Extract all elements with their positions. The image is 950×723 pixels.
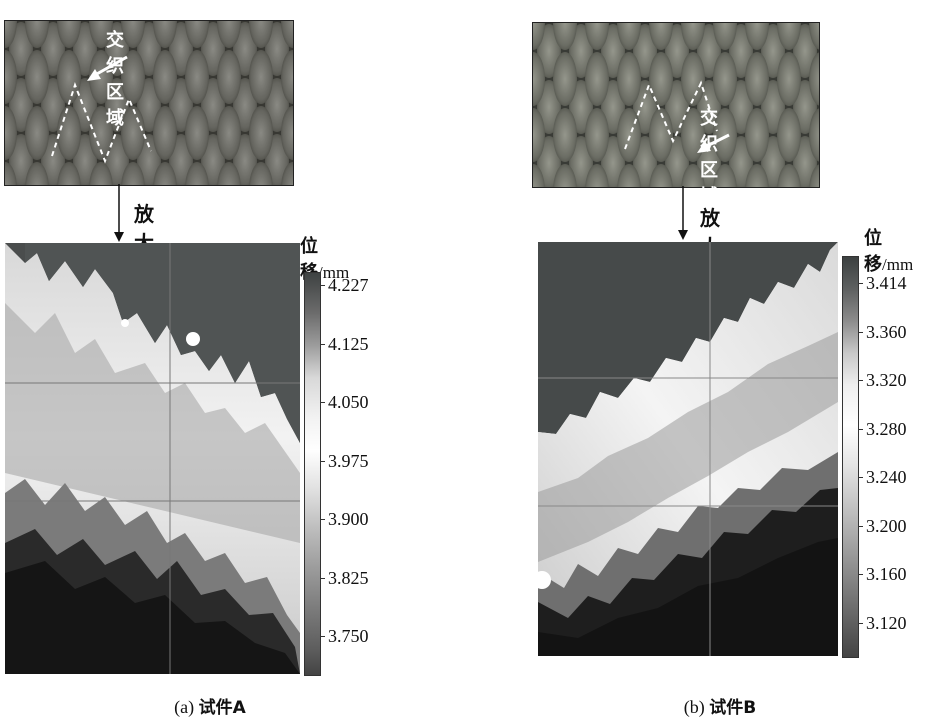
colorbar-tick-label: 3.414 [866,273,907,293]
colorbar-tick-label: 3.750 [328,626,369,646]
colorbar-tick-mark [320,402,325,403]
colorbar-tick-mark [858,331,863,333]
colorbar-tick-mark [320,519,325,520]
colorbar-title-b: 位移/mm [864,224,913,276]
displacement-map-b [538,242,838,656]
colorbar-tick-mark [858,525,863,527]
colorbar-tick-mark [858,574,863,575]
colorbar-tick-label: 3.360 [866,321,907,342]
colorbar-a [304,272,321,676]
zoom-arrow-b [678,186,688,240]
colorbar-title-text-b: 位移 [864,228,882,275]
colorbar-tick-mark [858,622,863,624]
colorbar-tick-label: 3.825 [328,567,369,588]
colorbar-tick-mark [858,428,863,430]
caption-b: (b) 试件B [630,693,810,718]
colorbar-tick-label: 3.975 [328,450,369,471]
colorbar-tick-mark [858,477,863,478]
colorbar-tick-label: 3.320 [866,370,907,390]
caption-text-a: 试件A [198,698,246,718]
colorbar-tick-label: 3.160 [866,564,907,584]
colorbar-tick-label: 3.900 [328,509,369,529]
displacement-map-a [5,243,300,674]
colorbar-tick-mark [858,380,863,381]
fabric-photo-a [4,20,294,186]
colorbar-tick-label: 4.050 [328,392,369,412]
colorbar-unit-a: /mm [318,263,350,282]
colorbar-tick-label: 4.125 [328,333,369,354]
colorbar-tick-label: 3.240 [866,467,907,487]
interweave-region-label-a: 交织区域 [106,30,125,129]
colorbar-b [842,256,859,658]
fabric-photo-b [532,22,820,188]
colorbar-tick-label: 4.227 [328,275,369,295]
colorbar-tick-mark [320,460,325,462]
colorbar-tick-mark [320,636,325,637]
interweave-region-label-b: 交织区域 [700,108,719,207]
colorbar-tick-label: 3.280 [866,418,907,439]
zoom-arrow-a [114,184,124,242]
caption-prefix-a: (a) [174,697,199,717]
caption-prefix-b: (b) [683,697,710,717]
colorbar-tick-label: 3.120 [866,612,907,633]
colorbar-tick-mark [858,283,863,284]
colorbar-tick-mark [320,343,325,345]
caption-a: (a) 试件A [120,693,300,718]
colorbar-unit-b: /mm [882,255,914,274]
colorbar-tick-label: 3.200 [866,515,907,536]
caption-text-b: 试件B [709,698,757,718]
colorbar-tick-mark [320,577,325,579]
colorbar-tick-mark [320,285,325,286]
